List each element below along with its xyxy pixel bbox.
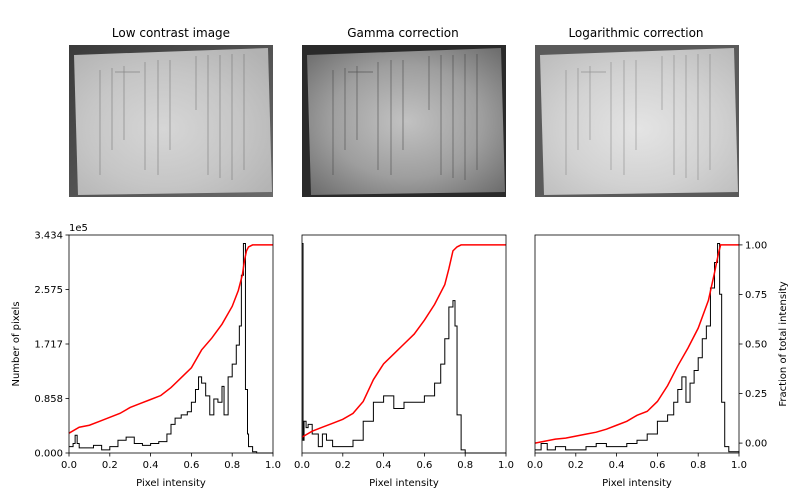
x-tick-label: 1.0 <box>731 460 747 471</box>
y2-tick-label: 0.25 <box>745 389 767 400</box>
image-panel-gamma: Gamma correction <box>302 26 506 197</box>
x-axis-label: Pixel intensity <box>369 478 439 489</box>
y2-tick-label: 1.00 <box>745 240 767 251</box>
x-tick-label: 0.0 <box>294 460 310 471</box>
cumulative-line <box>534 244 739 444</box>
x-axis-label: Pixel intensity <box>602 478 672 489</box>
x-tick-label: 0.8 <box>690 460 706 471</box>
x-tick-label: 0.2 <box>568 460 584 471</box>
y-tick-label: 0.858 <box>34 394 63 405</box>
cumulative-line <box>68 244 273 434</box>
histogram-panel-low-contrast: 0.0 0.2 0.4 0.6 0.8 1.0 0.000 0.858 1.717 2.575 3.… <box>34 231 281 472</box>
y-tick-label: 0.000 <box>34 449 63 460</box>
y-tick-label: 1.717 <box>34 340 63 351</box>
x-tick-label: 0.8 <box>224 460 240 471</box>
axes-frame <box>534 234 740 454</box>
y2-axis-label: Fraction of total intensity <box>778 281 789 406</box>
paper-sheet <box>307 48 505 195</box>
x-tick-label: 0.4 <box>376 460 392 471</box>
handwriting-strokes <box>565 54 711 180</box>
panel-title: Low contrast image <box>112 26 230 40</box>
x-tick-label: 0.2 <box>335 460 351 471</box>
handwriting-strokes <box>332 54 478 180</box>
x-tick-label: 0.6 <box>649 460 665 471</box>
x-tick-label: 0.2 <box>102 460 118 471</box>
x-tick-label: 0.0 <box>527 460 543 471</box>
panel-title: Logarithmic correction <box>568 26 703 40</box>
axes-frame <box>301 234 507 454</box>
handwriting-strokes <box>99 54 245 180</box>
paper-sheet <box>74 48 272 195</box>
cumulative-line <box>301 244 506 438</box>
y-axis-label: Number of pixels <box>11 301 22 386</box>
image-panel-low-contrast: Low contrast image <box>69 26 273 197</box>
axes-frame <box>68 234 274 454</box>
y-tick-label: 3.434 <box>34 231 63 242</box>
x-tick-label: 0.4 <box>609 460 625 471</box>
paper-sheet <box>540 48 738 195</box>
x-tick-label: 0.6 <box>416 460 432 471</box>
histogram-panel-gamma: 0.0 0.2 0.4 0.6 0.8 1.0 <box>294 234 514 471</box>
y-tick-label: 2.575 <box>34 285 63 296</box>
histogram-line <box>69 243 273 454</box>
y2-tick-label: 0.75 <box>745 290 767 301</box>
histogram-line <box>535 243 740 453</box>
histogram-line <box>302 243 506 454</box>
x-tick-label: 0.4 <box>143 460 159 471</box>
x-tick-label: 0.8 <box>457 460 473 471</box>
x-tick-label: 0.6 <box>183 460 199 471</box>
x-tick-label: 1.0 <box>498 460 514 471</box>
y2-tick-label: 0.00 <box>745 439 767 450</box>
panel-title: Gamma correction <box>347 26 459 40</box>
histogram-panel-logarithmic: 0.0 0.2 0.4 0.6 0.8 1.0 0.00 0.25 0.50 0.75 1.00 <box>527 234 767 471</box>
y-offset-text: 1e5 <box>69 223 88 234</box>
x-axis-label: Pixel intensity <box>136 478 206 489</box>
image-panel-logarithmic: Logarithmic correction <box>535 26 739 197</box>
x-tick-label: 0.0 <box>61 460 77 471</box>
x-tick-label: 1.0 <box>265 460 281 471</box>
y2-tick-label: 0.50 <box>745 340 767 351</box>
